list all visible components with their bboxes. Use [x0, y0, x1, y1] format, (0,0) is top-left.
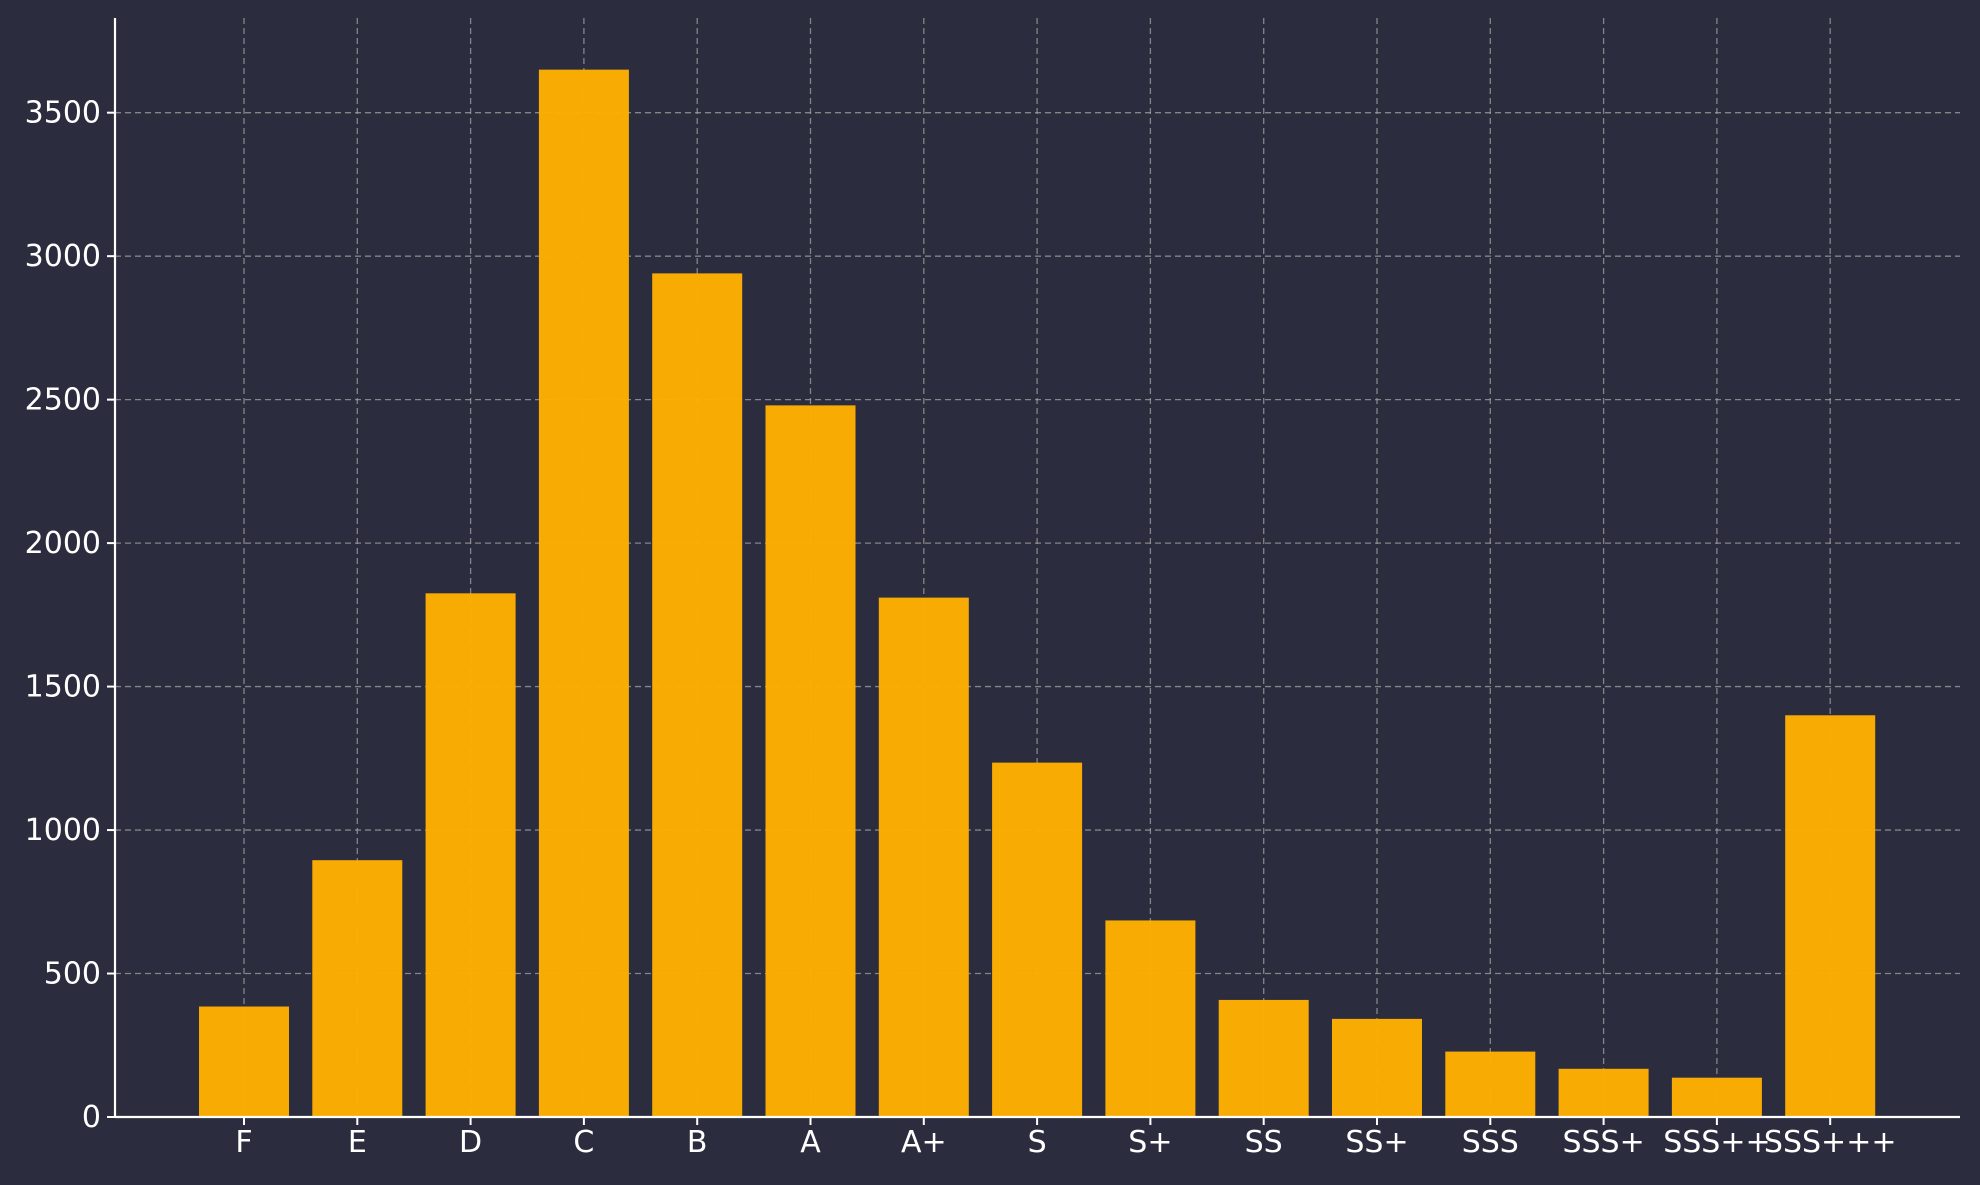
x-tick-label-D: D — [459, 1125, 482, 1160]
bar-SSS — [1445, 1051, 1536, 1117]
bar-A+ — [878, 597, 969, 1117]
x-tick-label-C: C — [573, 1125, 594, 1160]
axes — [107, 18, 1960, 1125]
bars — [199, 69, 1876, 1117]
bar-SS+ — [1332, 1018, 1422, 1117]
x-tick-label-F: F — [235, 1125, 252, 1160]
y-tick-label: 2000 — [25, 526, 101, 561]
x-tick-label-SSS+: SSS+ — [1562, 1125, 1644, 1160]
bar-D — [425, 593, 516, 1117]
y-tick-label: 2500 — [25, 383, 101, 418]
x-tick-label-SS+: SS+ — [1345, 1125, 1408, 1160]
y-tick-label: 3000 — [25, 239, 101, 274]
bar-C — [538, 69, 629, 1117]
y-tick-label: 1000 — [25, 813, 101, 848]
y-tick-label: 3500 — [25, 96, 101, 131]
x-tick-label-E: E — [348, 1125, 367, 1160]
y-tick-label: 0 — [82, 1100, 101, 1135]
bar-SSS++ — [1671, 1077, 1762, 1117]
bar-SSS+++ — [1785, 715, 1876, 1117]
x-tick-label-SSS: SSS — [1462, 1125, 1519, 1160]
x-tick-label-A: A — [800, 1125, 821, 1160]
y-tick-label: 1500 — [25, 670, 101, 705]
bar-E — [312, 860, 403, 1117]
bar-B — [652, 273, 743, 1117]
x-tick-label-SS: SS — [1245, 1125, 1283, 1160]
bar-SSS+ — [1558, 1068, 1649, 1117]
y-tick-labels: 0 500 1000 1500 2000 2500 3000 3500 — [25, 96, 101, 1135]
bar-F — [199, 1006, 289, 1117]
x-tick-labels: F E D C B A A+ S S+ SS SS+ SSS SSS+ SSS++SSS+++ — [235, 1125, 1896, 1160]
x-tick-label-S: S — [1028, 1125, 1047, 1160]
x-tick-label-SSS+++: SSS+++ — [1764, 1125, 1897, 1160]
y-tick-label: 500 — [44, 957, 101, 992]
bar-SS — [1218, 999, 1309, 1117]
bar-A — [765, 405, 856, 1117]
x-tick-label-B: B — [687, 1125, 708, 1160]
x-tick-label-A+: A+ — [901, 1125, 947, 1160]
x-tick-label-S+: S+ — [1128, 1125, 1172, 1160]
bar-S — [992, 762, 1083, 1117]
x-tick-label-SSS++: SSS++ — [1663, 1125, 1770, 1160]
bar-S+ — [1105, 920, 1196, 1117]
